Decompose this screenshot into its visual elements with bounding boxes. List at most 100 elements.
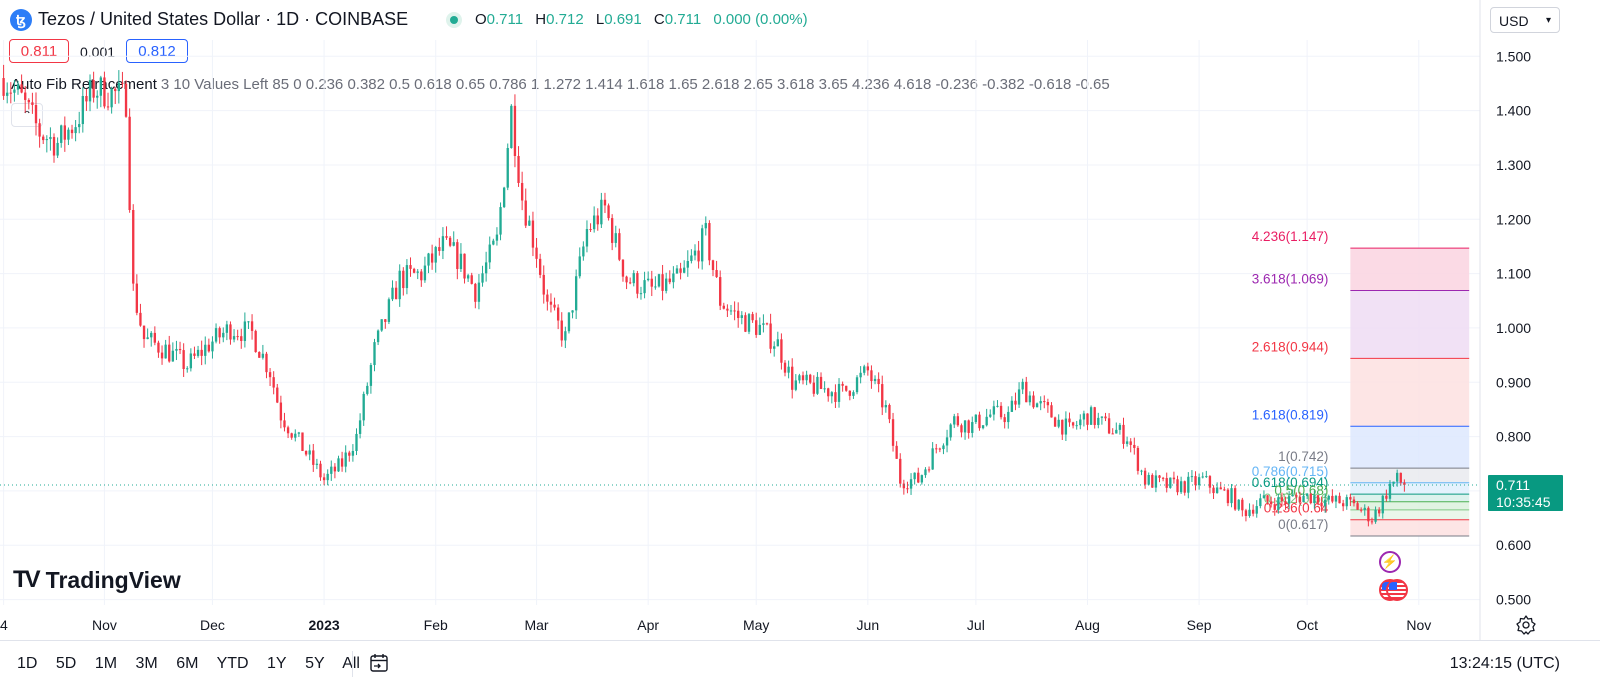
range-button-1y[interactable]: 1Y (267, 655, 287, 672)
candle-body (855, 377, 859, 393)
range-button-5d[interactable]: 5D (55, 655, 77, 672)
candle-body (791, 366, 794, 390)
candle-body (751, 314, 754, 321)
candle-body (142, 325, 146, 340)
candle-body (168, 344, 171, 362)
sell-button[interactable]: 0.811 (9, 39, 69, 63)
range-button-6m[interactable]: 6M (176, 655, 199, 672)
candle-body (1323, 499, 1327, 507)
us-flag-event-icon[interactable] (1386, 579, 1409, 601)
candle-body (827, 388, 830, 397)
candle-body (1158, 475, 1161, 478)
candle-body (719, 277, 722, 306)
candle-body (211, 341, 214, 352)
bottom-toolbar: 1D 5D 1M 3M 6M YTD 1Y 5Y All 13:24:15 (U… (0, 640, 1600, 699)
candle-body (405, 265, 409, 289)
candle-body (81, 95, 84, 125)
candle-body (1215, 487, 1219, 494)
candle-body (1320, 502, 1323, 507)
candle-body (240, 336, 243, 341)
ohlc-readout: O0.711 H0.712 L0.691 C0.711 0.000 (0.00%… (475, 11, 816, 28)
calendar-goto-icon[interactable] (368, 652, 390, 674)
candle-body (423, 265, 427, 281)
candle-body (1385, 495, 1388, 499)
candle-body (1251, 509, 1255, 514)
candle-body (150, 332, 153, 338)
indicator-legend[interactable]: Auto Fib Retracement 3 10 Values Left 85 … (11, 76, 1110, 93)
candle-body (571, 310, 574, 313)
time-axis: 4 Nov Dec 2023 Feb Mar Apr May Jun Jul Aug Sep Oct No… (0, 617, 1431, 633)
candle-body (171, 350, 175, 362)
candle-body (888, 404, 891, 420)
candle-body (366, 385, 369, 394)
range-button-1d[interactable]: 1D (17, 655, 38, 672)
candle-body (1309, 493, 1312, 504)
candle-body (690, 255, 693, 262)
candle-body (355, 433, 358, 451)
candle-body (722, 305, 725, 309)
candle-body (186, 368, 189, 370)
market-status-icon[interactable] (446, 12, 462, 28)
candle-body (744, 315, 747, 332)
candle-body (1313, 495, 1316, 504)
price-chart[interactable]: 4.236(1.147) 3.618(1.069) 2.618(0.944) 1.61… (0, 0, 1600, 640)
candle-body (1075, 425, 1078, 427)
gear-icon[interactable] (1515, 614, 1537, 636)
event-bolt-icon[interactable]: ⚡ (1378, 551, 1401, 573)
candle-body (2, 78, 5, 96)
range-button-all[interactable]: All (342, 655, 360, 672)
candle-body (445, 236, 448, 238)
time-tick-label: Jul (967, 617, 985, 633)
tradingview-logo[interactable]: TV TradingView (13, 566, 181, 596)
candle-body (427, 253, 430, 266)
range-button-3m[interactable]: 3M (135, 655, 158, 672)
fib-level-label: 4.236(1.147) (1252, 229, 1329, 244)
candle-body (643, 280, 646, 294)
candle-body (773, 346, 776, 349)
range-button-5y[interactable]: 5Y (305, 655, 325, 672)
range-button-ytd[interactable]: YTD (216, 655, 249, 672)
candle-body (909, 479, 913, 489)
candle-body (204, 344, 207, 356)
candle-body (603, 199, 607, 206)
buy-button[interactable]: 0.812 (126, 39, 188, 63)
candle-body (1262, 495, 1266, 499)
candle-body (315, 463, 319, 465)
candle-body (434, 247, 437, 263)
candle-body (441, 236, 445, 251)
candle-body (549, 301, 553, 305)
utc-clock[interactable]: 13:24:15 (UTC) (1449, 655, 1560, 672)
candle-body (819, 376, 823, 389)
candle-body (250, 321, 254, 331)
candle-body (517, 156, 520, 183)
candle-body (333, 466, 337, 472)
candle-body (88, 80, 92, 102)
range-button-1m[interactable]: 1M (94, 655, 118, 672)
candle-body (632, 273, 635, 284)
chart-grid (0, 0, 1481, 640)
fib-level-label: 1.618(0.819) (1252, 407, 1329, 422)
candle-body (1154, 475, 1158, 488)
candle-body (1392, 481, 1395, 484)
candle-body (1086, 413, 1089, 425)
price-tick-label: 1.300 (1496, 157, 1531, 173)
candle-body (520, 182, 524, 201)
candle-body (1161, 477, 1165, 479)
candle-body (1305, 493, 1309, 496)
candle-body (1129, 441, 1132, 445)
symbol-title[interactable]: Tezos / United States Dollar · 1D · COIN… (38, 9, 409, 29)
candle-body (1241, 499, 1244, 511)
currency-select[interactable]: USD ▾ (1490, 7, 1560, 33)
candle-body (942, 445, 945, 450)
candle-body (870, 370, 873, 382)
candle-body (992, 406, 996, 415)
candle-body (564, 331, 567, 341)
candle-body (1115, 429, 1118, 434)
ohlc-close-key: C (653, 11, 665, 28)
candle-body (254, 330, 257, 353)
candle-body (852, 392, 855, 396)
collapse-legend-button[interactable]: ⌃ (11, 103, 43, 127)
candle-body (1053, 417, 1057, 427)
candle-body (344, 452, 347, 467)
